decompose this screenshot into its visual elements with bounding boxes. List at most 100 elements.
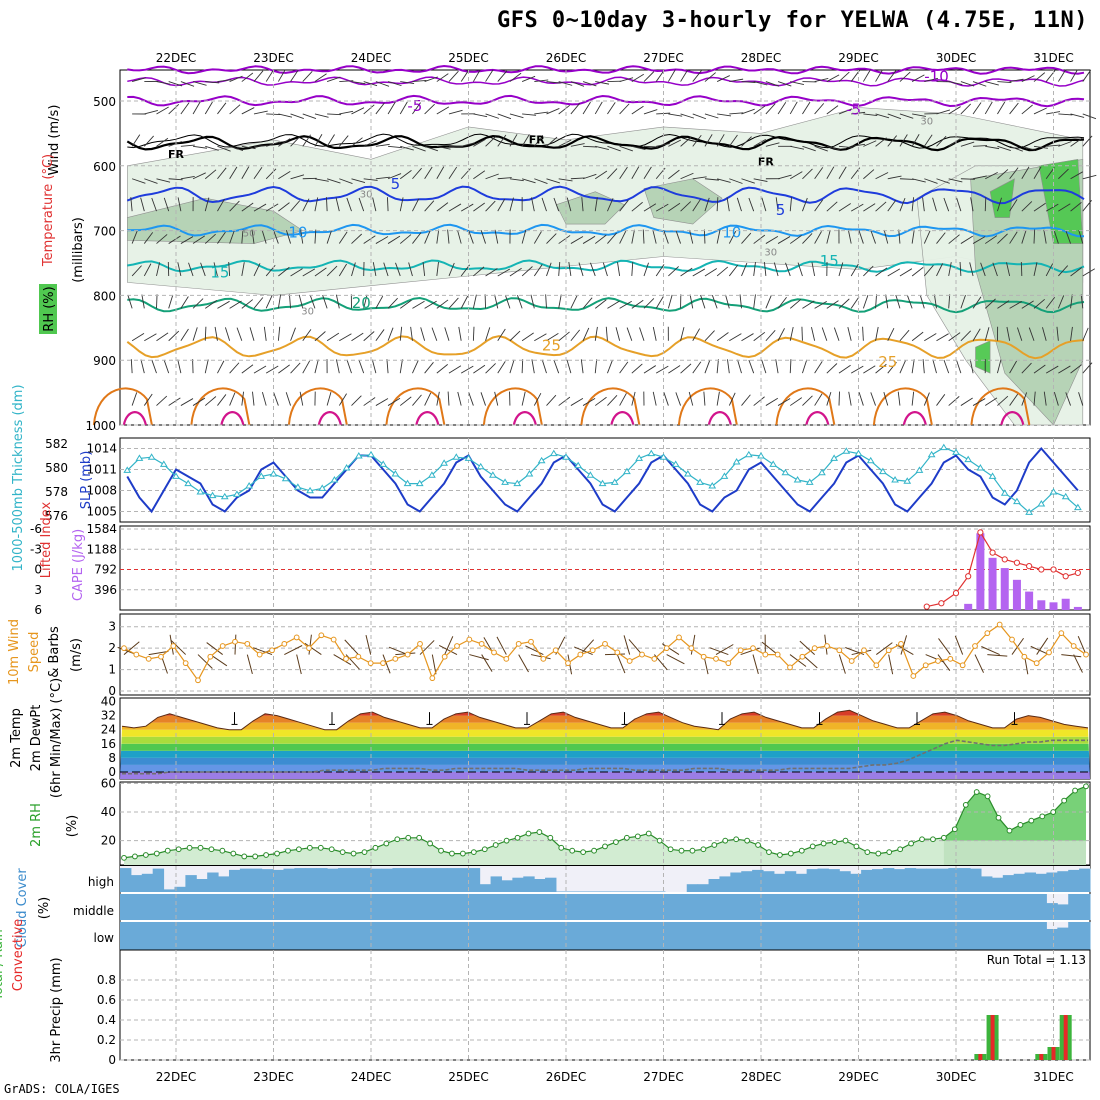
cloud-level-low: low: [94, 931, 115, 945]
wind-barb: [688, 391, 694, 406]
wind-barb: [851, 143, 866, 147]
wind-barb-10m: [344, 639, 359, 655]
wind-barb: [265, 203, 279, 212]
cloud-bar-low: [196, 922, 208, 950]
wind-barb: [923, 134, 933, 147]
wind-barb: [472, 326, 475, 341]
wind-barb-10m: [715, 644, 734, 656]
wind-barb-10m: [1011, 637, 1024, 655]
wind-barb: [229, 200, 240, 212]
wind-barb: [265, 295, 273, 309]
wind-barb: [912, 113, 926, 117]
wind-barb: [668, 266, 679, 277]
li-point: [923, 603, 930, 610]
temp-band: [120, 771, 1090, 779]
cloud-bar-middle: [218, 894, 230, 920]
precip-conv-bar: [1039, 1054, 1044, 1060]
cloud-bar-low: [523, 922, 535, 950]
wind-barb: [594, 101, 603, 115]
wind-barb: [1009, 300, 1022, 309]
temp-ylabel-1: 2m Temp: [9, 708, 24, 768]
rh2m-point: [394, 836, 401, 843]
wind-barb: [156, 106, 169, 115]
wind-barb: [217, 145, 231, 152]
rh2m-point: [503, 837, 510, 844]
wind-barb: [753, 331, 766, 342]
wind-barb: [472, 69, 481, 82]
wind-barb: [424, 362, 434, 374]
wind-barb: [151, 197, 157, 212]
wind-barb: [887, 175, 902, 180]
cloud-bar-middle: [686, 894, 699, 920]
wind-barb: [229, 75, 243, 82]
li-point: [977, 529, 984, 536]
wind-barb: [1006, 262, 1011, 277]
cloud-bar-low: [697, 922, 710, 950]
x-tick-label-top: 22DEC: [156, 51, 196, 65]
cloud-bar-high: [523, 876, 535, 892]
wind-barb: [131, 392, 138, 406]
wind-barb: [626, 327, 633, 341]
wind-barb: [727, 359, 730, 374]
cloud-bar-middle: [425, 894, 437, 920]
wind-barb: [582, 327, 590, 341]
wind-barb: [314, 113, 329, 118]
wind-barb: [838, 145, 853, 149]
wind-barb: [204, 300, 218, 309]
cloud-bar-low: [850, 922, 862, 950]
cloud-bar-middle: [861, 894, 873, 920]
rh2m-point: [1083, 783, 1089, 790]
wind-barb: [838, 71, 850, 82]
isotherm-lobe-35: [805, 411, 830, 426]
wind-ylabel-1: 10m Wind: [7, 619, 22, 685]
cloud-bar-low: [752, 922, 764, 950]
wind-barb: [346, 359, 352, 374]
wind-speed-point: [713, 655, 719, 662]
cloud-bar-middle: [1068, 894, 1080, 920]
wind-barb: [200, 262, 206, 277]
cloud-bar-middle: [436, 894, 448, 920]
wind-barb: [863, 365, 876, 374]
cloud-bar-middle: [403, 894, 415, 920]
wind-barb: [497, 328, 506, 342]
wind-barb: [570, 102, 581, 115]
wind-speed-point: [503, 655, 510, 662]
cloud-bar-middle: [207, 894, 219, 920]
cloud-bar-middle: [621, 894, 633, 920]
rh2m-point: [427, 840, 433, 847]
wind-barb: [400, 145, 414, 151]
wind-barb: [850, 296, 860, 309]
isotherm-line: [126, 185, 1085, 205]
temp-tick-label: 40: [101, 695, 116, 709]
wind-barb: [448, 365, 462, 374]
wind-barb-10m: [496, 636, 507, 655]
wind-barb: [371, 359, 377, 374]
cloud-bar-middle: [675, 894, 688, 920]
cloud-bar-middle: [348, 894, 361, 920]
wind-barb: [497, 134, 507, 147]
wind-barb-10m: [937, 654, 951, 672]
wind-barb: [858, 230, 864, 244]
wind-barb: [887, 70, 897, 82]
wind-barb: [984, 327, 990, 341]
cloud-bar-low: [490, 922, 502, 950]
wind-barb: [1070, 171, 1083, 180]
rh2m-point: [930, 836, 936, 843]
wind-barb: [533, 134, 544, 147]
slp-tick-label: 1008: [86, 484, 117, 498]
rh2m-point: [580, 849, 587, 856]
wind-barb: [229, 362, 240, 374]
li-point: [965, 573, 972, 580]
wind-barb: [422, 261, 426, 277]
cloud-bar-high: [305, 868, 317, 892]
wind-barb: [936, 109, 951, 115]
rh2m-point: [919, 836, 925, 843]
cloud-bar-middle: [490, 894, 502, 920]
wind-barb: [558, 331, 570, 342]
wind-barb: [278, 113, 293, 118]
cloud-bar-low: [457, 922, 470, 950]
cloud-bar-middle: [643, 894, 655, 920]
isotherm-line: [127, 223, 1084, 238]
wind-barb: [790, 171, 803, 180]
wind-speed-point: [1021, 653, 1028, 660]
